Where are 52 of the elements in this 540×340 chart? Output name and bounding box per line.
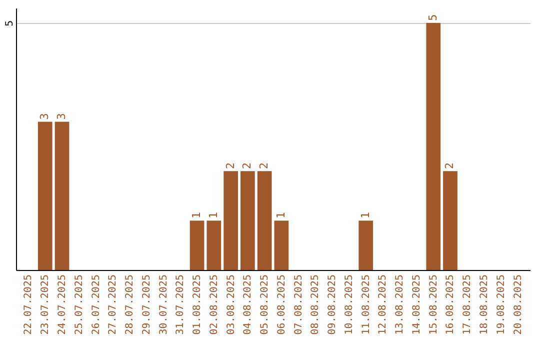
- bar: [224, 171, 238, 270]
- x-tick-label: 17.08.2025: [462, 274, 474, 335]
- bar: [257, 171, 272, 270]
- x-tick-label: 08.08.2025: [310, 274, 322, 335]
- x-tick-label: 15.08.2025: [428, 274, 440, 335]
- x-tick-label: 03.08.2025: [226, 274, 237, 335]
- x-tick-label: 28.07.2025: [124, 274, 136, 335]
- x-tick-label: 09.08.2025: [327, 274, 338, 335]
- x-tick-label: 25.07.2025: [74, 274, 85, 335]
- data-label: 1: [274, 212, 288, 219]
- x-tick-label: 02.08.2025: [208, 274, 220, 335]
- x-tick-label: 11.08.2025: [360, 274, 372, 335]
- bar: [358, 220, 374, 270]
- bar: [54, 122, 70, 270]
- x-tick-label: 31.07.2025: [175, 274, 186, 335]
- x-tick-label: 16.08.2025: [445, 274, 456, 335]
- data-label: 1: [206, 212, 220, 219]
- x-tick-label: 30.07.2025: [158, 274, 170, 335]
- x-tick-label: 19.08.2025: [496, 274, 507, 335]
- x-tick-label: 22.07.2025: [23, 274, 34, 335]
- data-label: 1: [358, 212, 372, 219]
- x-tick-label: 24.07.2025: [57, 274, 68, 335]
- x-tick-label: 27.07.2025: [108, 274, 119, 335]
- x-tick-label: 14.08.2025: [411, 274, 422, 335]
- data-label: 5: [426, 14, 440, 21]
- x-tick-label: 26.07.2025: [90, 274, 102, 335]
- x-tick-label: 23.07.2025: [40, 274, 52, 335]
- data-label: 3: [55, 113, 68, 120]
- bar: [206, 220, 222, 270]
- data-label: 3: [38, 113, 52, 120]
- data-label: 2: [240, 162, 254, 170]
- x-tick-label: 07.08.2025: [293, 274, 304, 335]
- data-label: 1: [190, 212, 204, 219]
- bar: [274, 220, 289, 270]
- x-tick-label: 10.08.2025: [344, 274, 355, 335]
- x-tick-label: 13.08.2025: [394, 274, 406, 335]
- x-tick-label: 06.08.2025: [276, 274, 288, 335]
- data-label: 2: [224, 162, 237, 170]
- bar: [426, 22, 441, 270]
- bar: [38, 122, 52, 270]
- x-tick-label: 18.08.2025: [479, 274, 490, 335]
- x-tick-label: 20.08.2025: [512, 274, 524, 335]
- x-tick-label: 12.08.2025: [378, 274, 389, 335]
- x-tick-label: 29.07.2025: [141, 274, 152, 335]
- x-tick-label: 01.08.2025: [192, 274, 204, 335]
- data-label: 2: [258, 162, 271, 170]
- x-tick-label: 05.08.2025: [260, 274, 271, 335]
- bar: [240, 171, 255, 270]
- bar: [443, 171, 458, 270]
- x-tick-label: 04.08.2025: [242, 274, 254, 335]
- data-label: 2: [443, 162, 456, 170]
- bar: [190, 220, 204, 270]
